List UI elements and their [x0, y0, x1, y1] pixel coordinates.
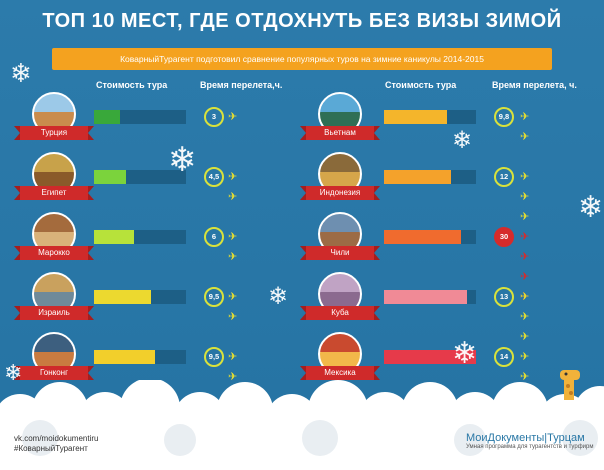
cost-bar	[94, 350, 186, 364]
flight-time-badge: 3	[204, 107, 224, 127]
flight-time-badge: 13	[494, 287, 514, 307]
country-label: Мексика	[300, 366, 380, 380]
flight-time-badge: 9,8	[494, 107, 514, 127]
hashtag: #КоварныйТурагент	[14, 444, 88, 453]
flight-time-badge: 14	[494, 347, 514, 367]
snowflake-icon: ❄	[268, 283, 289, 310]
page-title: ТОП 10 МЕСТ, ГДЕ ОТДОХНУТЬ БЕЗ ВИЗЫ ЗИМО…	[42, 10, 562, 32]
country-label: Гонконг	[14, 366, 94, 380]
cost-bar	[384, 110, 476, 124]
vk-link[interactable]: vk.com/moidokumentiru	[14, 434, 99, 443]
country-label: Чили	[300, 246, 380, 260]
cost-bar-fill	[384, 230, 461, 244]
plane-icon: ✈✈	[228, 231, 237, 263]
cost-bar-fill	[94, 290, 151, 304]
cost-bar-fill	[384, 350, 476, 364]
country-label: Вьетнам	[300, 126, 380, 140]
brand-name: МоиДокументы|Турцам	[466, 432, 585, 444]
country-label: Марокко	[14, 246, 94, 260]
header-cost-right: Стоимость тура	[385, 80, 457, 90]
header-cost-left: Стоимость тура	[96, 80, 168, 90]
cost-bar	[94, 170, 186, 184]
subtitle-banner: КоварныйТурагент подготовил сравнение по…	[52, 48, 552, 70]
country-label: Турция	[14, 126, 94, 140]
snowflake-icon: ❄	[168, 141, 197, 179]
flight-time-badge: 9,5	[204, 347, 224, 367]
flight-time-badge: 30	[494, 227, 514, 247]
cost-bar	[384, 170, 476, 184]
country-label: Израиль	[14, 306, 94, 320]
cost-bar-fill	[94, 110, 120, 124]
giraffe-icon	[560, 370, 580, 400]
snowflake-icon: ❄	[4, 360, 23, 385]
plane-icon: ✈✈	[228, 351, 237, 383]
plane-icon: ✈✈	[228, 171, 237, 203]
cost-bar-fill	[94, 350, 155, 364]
cost-bar	[384, 230, 476, 244]
flight-time-badge: 12	[494, 167, 514, 187]
cost-bar	[94, 230, 186, 244]
cost-bar	[384, 350, 476, 364]
plane-icon: ✈✈	[228, 291, 237, 323]
country-label: Египет	[14, 186, 94, 200]
cost-bar	[94, 290, 186, 304]
header-flight-left: Время перелета,ч.	[200, 80, 283, 90]
snowflake-icon: ❄	[10, 58, 32, 88]
plane-icon: ✈✈✈✈	[520, 231, 529, 303]
footer-left: vk.com/moidokumentiru #КоварныйТурагент	[14, 434, 98, 454]
snowflake-icon: ❄	[452, 337, 478, 370]
cost-bar-fill	[384, 170, 451, 184]
plane-icon: ✈✈✈	[520, 291, 529, 343]
cost-bar	[94, 110, 186, 124]
plane-icon: ✈✈	[520, 111, 529, 143]
snowflake-icon: ❄	[452, 127, 473, 154]
brand-tagline: Умная программа для турагентств и турфир…	[466, 444, 594, 450]
cost-bar-fill	[94, 230, 134, 244]
cost-bar	[384, 290, 476, 304]
country-label: Индонезия	[300, 186, 380, 200]
plane-icon: ✈	[228, 111, 237, 123]
cost-bar-fill	[94, 170, 126, 184]
flight-time-badge: 4,5	[204, 167, 224, 187]
flight-time-badge: 6	[204, 227, 224, 247]
header-flight-right: Время перелета, ч.	[492, 80, 577, 90]
flight-time-badge: 9,5	[204, 287, 224, 307]
snowflake-icon: ❄	[578, 191, 604, 224]
plane-icon: ✈✈✈	[520, 171, 529, 223]
subtitle-text: КоварныйТурагент подготовил сравнение по…	[120, 54, 484, 64]
cost-bar-fill	[384, 110, 447, 124]
brand-logo: МоиДокументы|Турцам Умная программа для …	[466, 432, 593, 450]
country-label: Куба	[300, 306, 380, 320]
cost-bar-fill	[384, 290, 467, 304]
clouds-decoration	[0, 380, 604, 470]
